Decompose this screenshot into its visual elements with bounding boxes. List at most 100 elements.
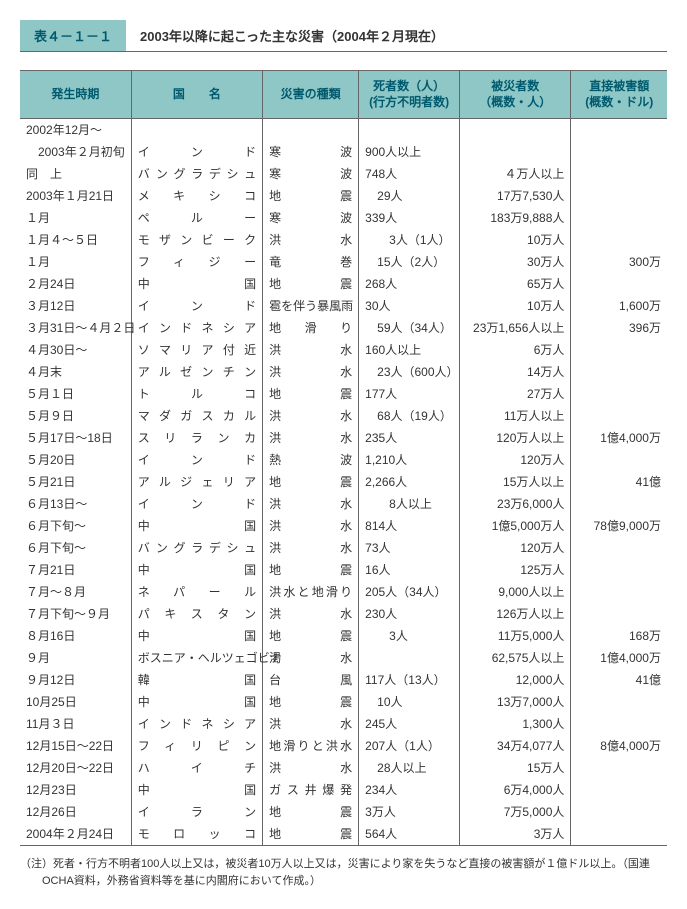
disaster-table: 発生時期国 名災害の種類死者数（人）(行方不明者数)被災者数（概数・人）直接被害… [20,70,667,846]
cell-deaths: 68人（19人） [359,405,460,427]
cell-dtype: 地 震 [263,823,359,846]
cell-country: 中 国 [131,273,262,295]
cell-dmg [571,449,667,471]
cell-dmg [571,779,667,801]
cell-aff: 6万人 [460,339,571,361]
cell-country: 中 国 [131,559,262,581]
cell-dtype: 地 震 [263,273,359,295]
cell-dtype: ガス井爆発 [263,779,359,801]
cell-dtype: 洪 水 [263,515,359,537]
cell-country: インド [131,295,262,317]
cell-dmg [571,823,667,846]
cell-aff: 183万9,888人 [460,207,571,229]
table-row: 11月３日インドネシア洪 水245人1,300人 [20,713,667,735]
cell-dtype: 寒 波 [263,163,359,185]
cell-aff: 1,300人 [460,713,571,735]
cell-dtype: 竜 巻 [263,251,359,273]
table-row: 2002年12月～ [20,119,667,142]
cell-dmg [571,537,667,559]
cell-aff: 11万5,000人 [460,625,571,647]
cell-dtype: 洪 水 [263,339,359,361]
cell-dtype: 渇 水 [263,647,359,669]
cell-aff: 17万7,530人 [460,185,571,207]
table-head: 発生時期国 名災害の種類死者数（人）(行方不明者数)被災者数（概数・人）直接被害… [20,71,667,119]
cell-aff: 120万人 [460,537,571,559]
cell-country: インドネシア [131,713,262,735]
table-row: ６月13日～インド洪 水 8人以上23万6,000人 [20,493,667,515]
cell-country: スリランカ [131,427,262,449]
cell-dtype: 寒 波 [263,207,359,229]
cell-dmg [571,185,667,207]
cell-deaths: 160人以上 [359,339,460,361]
cell-aff: 120万人以上 [460,427,571,449]
cell-deaths: 15人（2人） [359,251,460,273]
cell-dtype: 洪 水 [263,757,359,779]
cell-country: マダガスカル [131,405,262,427]
cell-date: １月４～５日 [20,229,131,251]
cell-country: モザンビーク [131,229,262,251]
cell-aff: 65万人 [460,273,571,295]
cell-aff: 15万人以上 [460,471,571,493]
col-header-0: 発生時期 [20,71,131,119]
cell-dtype: 洪 水 [263,427,359,449]
table-row: ５月９日マダガスカル洪 水 68人（19人）11万人以上 [20,405,667,427]
cell-dmg: 1億4,000万 [571,427,667,449]
cell-aff: 15万人 [460,757,571,779]
cell-aff: 11万人以上 [460,405,571,427]
cell-deaths: 268人 [359,273,460,295]
cell-date: ７月下旬～９月 [20,603,131,625]
cell-dmg [571,757,667,779]
cell-country: 韓 国 [131,669,262,691]
cell-dmg [571,691,667,713]
cell-dmg: 78億9,000万 [571,515,667,537]
table-row: ７月21日中 国地 震16人125万人 [20,559,667,581]
cell-dtype [263,119,359,142]
cell-aff: 62,575人以上 [460,647,571,669]
cell-aff: 34万4,077人 [460,735,571,757]
table-row: 12月26日イラン地 震3万人7万5,000人 [20,801,667,823]
table-row: 2003年１月21日メキシコ地 震 29人17万7,530人 [20,185,667,207]
cell-dtype: 洪 水 [263,405,359,427]
cell-dtype: 地 震 [263,471,359,493]
table-row: ３月12日インド雹を伴う暴風雨30人10万人1,600万 [20,295,667,317]
cell-deaths: 564人 [359,823,460,846]
title-tag: 表４－１－１ [20,20,130,51]
cell-dtype: 洪 水 [263,229,359,251]
cell-aff: 7万5,000人 [460,801,571,823]
cell-country: 中 国 [131,515,262,537]
cell-dmg [571,713,667,735]
cell-dtype: 地滑りと洪水 [263,735,359,757]
cell-date: 2003年１月21日 [20,185,131,207]
cell-dmg [571,361,667,383]
cell-deaths: 73人 [359,537,460,559]
cell-dmg: 8億4,000万 [571,735,667,757]
cell-country: パキスタン [131,603,262,625]
cell-deaths: 3人（1人） [359,229,460,251]
cell-date: 2004年２月24日 [20,823,131,846]
cell-dtype: 洪 水 [263,537,359,559]
cell-date: ５月９日 [20,405,131,427]
cell-aff: 12,000人 [460,669,571,691]
cell-deaths [359,119,460,142]
cell-deaths: 59人（34人） [359,317,460,339]
cell-dmg [571,229,667,251]
cell-dtype: 地 震 [263,691,359,713]
cell-dtype: 地 震 [263,625,359,647]
cell-country: ボスニア・ヘルツェゴビナ [131,647,262,669]
cell-date: ５月17日～18日 [20,427,131,449]
cell-date: 10月25日 [20,691,131,713]
cell-country: モロッコ [131,823,262,846]
cell-dtype: 地 滑 り [263,317,359,339]
cell-date: ４月末 [20,361,131,383]
cell-date: 12月26日 [20,801,131,823]
cell-dmg [571,405,667,427]
cell-deaths: 29人 [359,185,460,207]
cell-deaths: 814人 [359,515,460,537]
cell-deaths: 177人 [359,383,460,405]
cell-aff [460,119,571,142]
cell-country: 中 国 [131,779,262,801]
table-row: 12月23日中 国ガス井爆発234人6万4,000人 [20,779,667,801]
cell-date: 2002年12月～ [20,119,131,142]
cell-aff: 125万人 [460,559,571,581]
cell-date: 12月20日～22日 [20,757,131,779]
